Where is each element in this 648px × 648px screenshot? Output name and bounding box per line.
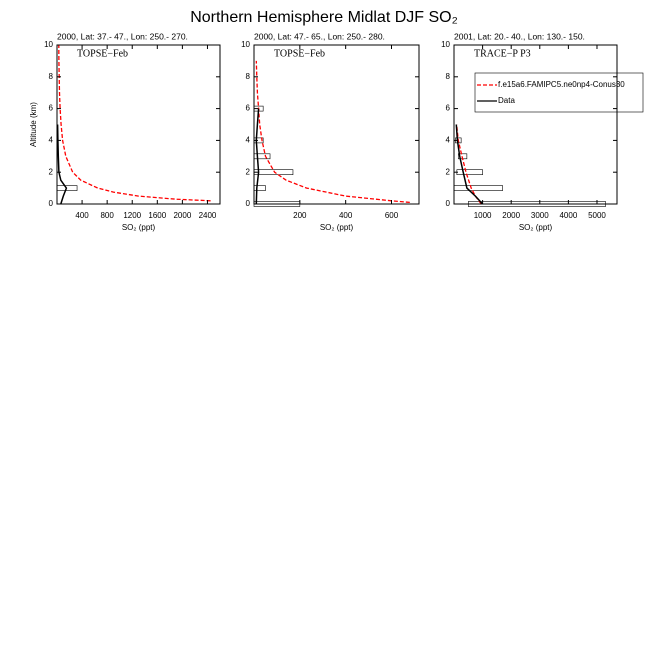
x-tick-label: 2000: [502, 211, 520, 220]
y-tick-label: 10: [241, 40, 250, 49]
legend-box: [474, 72, 644, 113]
x-axis-label: SO₂ (ppt): [320, 223, 354, 232]
x-tick-label: 800: [100, 211, 114, 220]
x-tick-label: 2000: [173, 211, 191, 220]
y-tick-label: 8: [49, 72, 54, 81]
x-tick-label: 600: [385, 211, 399, 220]
x-tick-label: 1600: [148, 211, 166, 220]
x-tick-label: 3000: [531, 211, 549, 220]
x-tick-label: 1000: [474, 211, 492, 220]
x-tick-label: 1200: [123, 211, 141, 220]
x-tick-label: 4000: [559, 211, 577, 220]
y-tick-label: 2: [246, 167, 251, 176]
panel-label: TOPSE−Feb: [274, 48, 325, 59]
panel-header: 2001, Lat: 20.- 40., Lon: 130.- 150.: [454, 31, 585, 41]
x-tick-label: 400: [75, 211, 89, 220]
plot-frame: [253, 44, 420, 205]
x-tick-label: 400: [339, 211, 353, 220]
plot-frame: [56, 44, 221, 205]
y-tick-label: 6: [446, 104, 451, 113]
panel-label: TOPSE−Feb: [77, 48, 128, 59]
profile-line: [58, 44, 211, 202]
legend-label: Data: [498, 96, 515, 105]
y-tick-label: 6: [246, 104, 251, 113]
y-tick-label: 8: [246, 72, 251, 81]
x-tick-label: 200: [293, 211, 307, 220]
y-tick-label: 6: [49, 104, 54, 113]
y-axis-label: Altitude (km): [29, 102, 38, 147]
y-tick-label: 2: [446, 167, 451, 176]
y-tick-label: 2: [49, 167, 54, 176]
panel-header: 2000, Lat: 37.- 47., Lon: 250.- 270.: [57, 31, 188, 41]
x-tick-label: 2400: [199, 211, 217, 220]
x-tick-label: 5000: [588, 211, 606, 220]
x-axis-label: SO₂ (ppt): [519, 223, 553, 232]
y-tick-label: 8: [446, 72, 451, 81]
y-tick-label: 4: [246, 136, 251, 145]
y-tick-label: 10: [441, 40, 450, 49]
profile-line: [56, 124, 68, 205]
profile-line: [255, 108, 260, 205]
panel-header: 2000, Lat: 47.- 65., Lon: 250.- 280.: [254, 31, 385, 41]
plot-frame: [453, 44, 618, 205]
panel-label: TRACE−P P3: [474, 48, 531, 59]
y-tick-label: 0: [246, 199, 251, 208]
y-tick-label: 0: [49, 199, 54, 208]
figure-title: Northern Hemisphere Midlat DJF SO₂: [190, 9, 458, 26]
y-tick-label: 0: [446, 199, 451, 208]
x-axis-label: SO₂ (ppt): [122, 223, 156, 232]
y-tick-label: 4: [49, 136, 54, 145]
profile-line: [255, 60, 410, 204]
y-tick-label: 4: [446, 136, 451, 145]
y-tick-label: 10: [44, 40, 53, 49]
legend-label: f.e15a6.FAMIPC5.ne0np4-Conus30: [498, 80, 625, 89]
